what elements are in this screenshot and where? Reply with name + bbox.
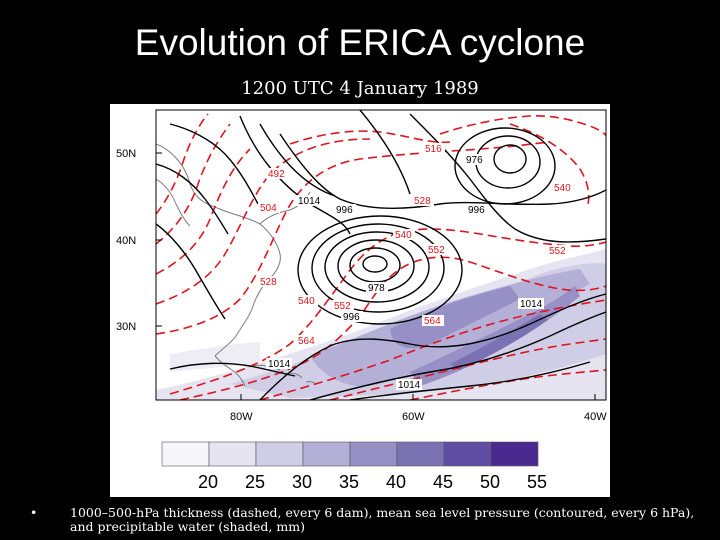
thickness-label: 564 xyxy=(298,336,315,347)
thickness-label: 552 xyxy=(334,301,351,312)
thickness-label: 552 xyxy=(549,246,566,257)
colorbar-label: 20 xyxy=(198,472,218,492)
pressure-label: 1014 xyxy=(398,380,421,391)
pressure-contours xyxy=(156,110,606,400)
thickness-labels: 516 492 504 528 540 552 552 540 528 540 xyxy=(258,143,574,347)
pressure-label: 978 xyxy=(368,283,385,294)
thickness-label: 528 xyxy=(414,196,431,207)
thickness-label: 528 xyxy=(260,277,277,288)
pressure-label: 996 xyxy=(468,205,485,216)
thickness-label: 492 xyxy=(268,169,285,180)
lat-label: 50N xyxy=(116,148,136,160)
lon-label: 40W xyxy=(584,411,607,423)
slide-title: Evolution of ERICA cyclone xyxy=(134,22,586,63)
colorbar-swatch xyxy=(349,441,398,467)
pressure-label: 996 xyxy=(336,205,353,216)
lat-label: 40N xyxy=(116,235,136,247)
colorbar-swatch xyxy=(443,441,492,467)
thickness-label: 504 xyxy=(260,203,277,214)
colorbar-label: 35 xyxy=(339,472,359,492)
colorbar-label: 40 xyxy=(386,472,406,492)
thickness-label: 552 xyxy=(428,245,445,256)
colorbar-label: 45 xyxy=(433,472,453,492)
lon-label: 80W xyxy=(230,411,253,423)
colorbar-label: 50 xyxy=(480,472,500,492)
thickness-label: 516 xyxy=(425,144,442,155)
thickness-label: 540 xyxy=(298,296,315,307)
colorbar-label: 25 xyxy=(245,472,265,492)
colorbar-swatch xyxy=(396,441,445,467)
thickness-label: 540 xyxy=(554,183,571,194)
lon-label: 60W xyxy=(402,411,425,423)
map-frame xyxy=(155,109,607,401)
colorbar-swatch xyxy=(161,441,210,467)
slide-subtitle: 1200 UTC 4 January 1989 xyxy=(241,78,479,99)
colorbar-swatch xyxy=(302,441,351,467)
colorbar-swatch xyxy=(208,441,257,467)
colorbar-swatch xyxy=(255,441,304,467)
colorbar-label: 30 xyxy=(292,472,312,492)
pressure-label: 1014 xyxy=(298,196,321,207)
pressure-labels: 976 1014 996 996 978 996 1014 1014 1014 xyxy=(266,154,544,391)
axis-ticks xyxy=(156,152,596,400)
thickness-label: 564 xyxy=(424,316,441,327)
weather-map-svg: 516 492 504 528 540 552 552 540 528 540 xyxy=(116,109,607,492)
bullet-marker: • xyxy=(30,505,38,520)
colorbar: 20 25 30 35 40 45 50 55 xyxy=(161,441,547,492)
caption-text: 1000–500-hPa thickness (dashed, every 6 … xyxy=(70,505,695,534)
colorbar-label: 55 xyxy=(527,472,547,492)
pressure-label: 996 xyxy=(343,312,360,323)
pressure-label: 1014 xyxy=(268,359,291,370)
weather-map-figure: 516 492 504 528 540 552 552 540 528 540 xyxy=(110,104,610,497)
thickness-label: 540 xyxy=(395,230,412,241)
pressure-label: 976 xyxy=(466,155,483,166)
colorbar-swatch xyxy=(490,441,539,467)
lat-label: 30N xyxy=(116,321,136,333)
pressure-label: 1014 xyxy=(520,299,543,310)
